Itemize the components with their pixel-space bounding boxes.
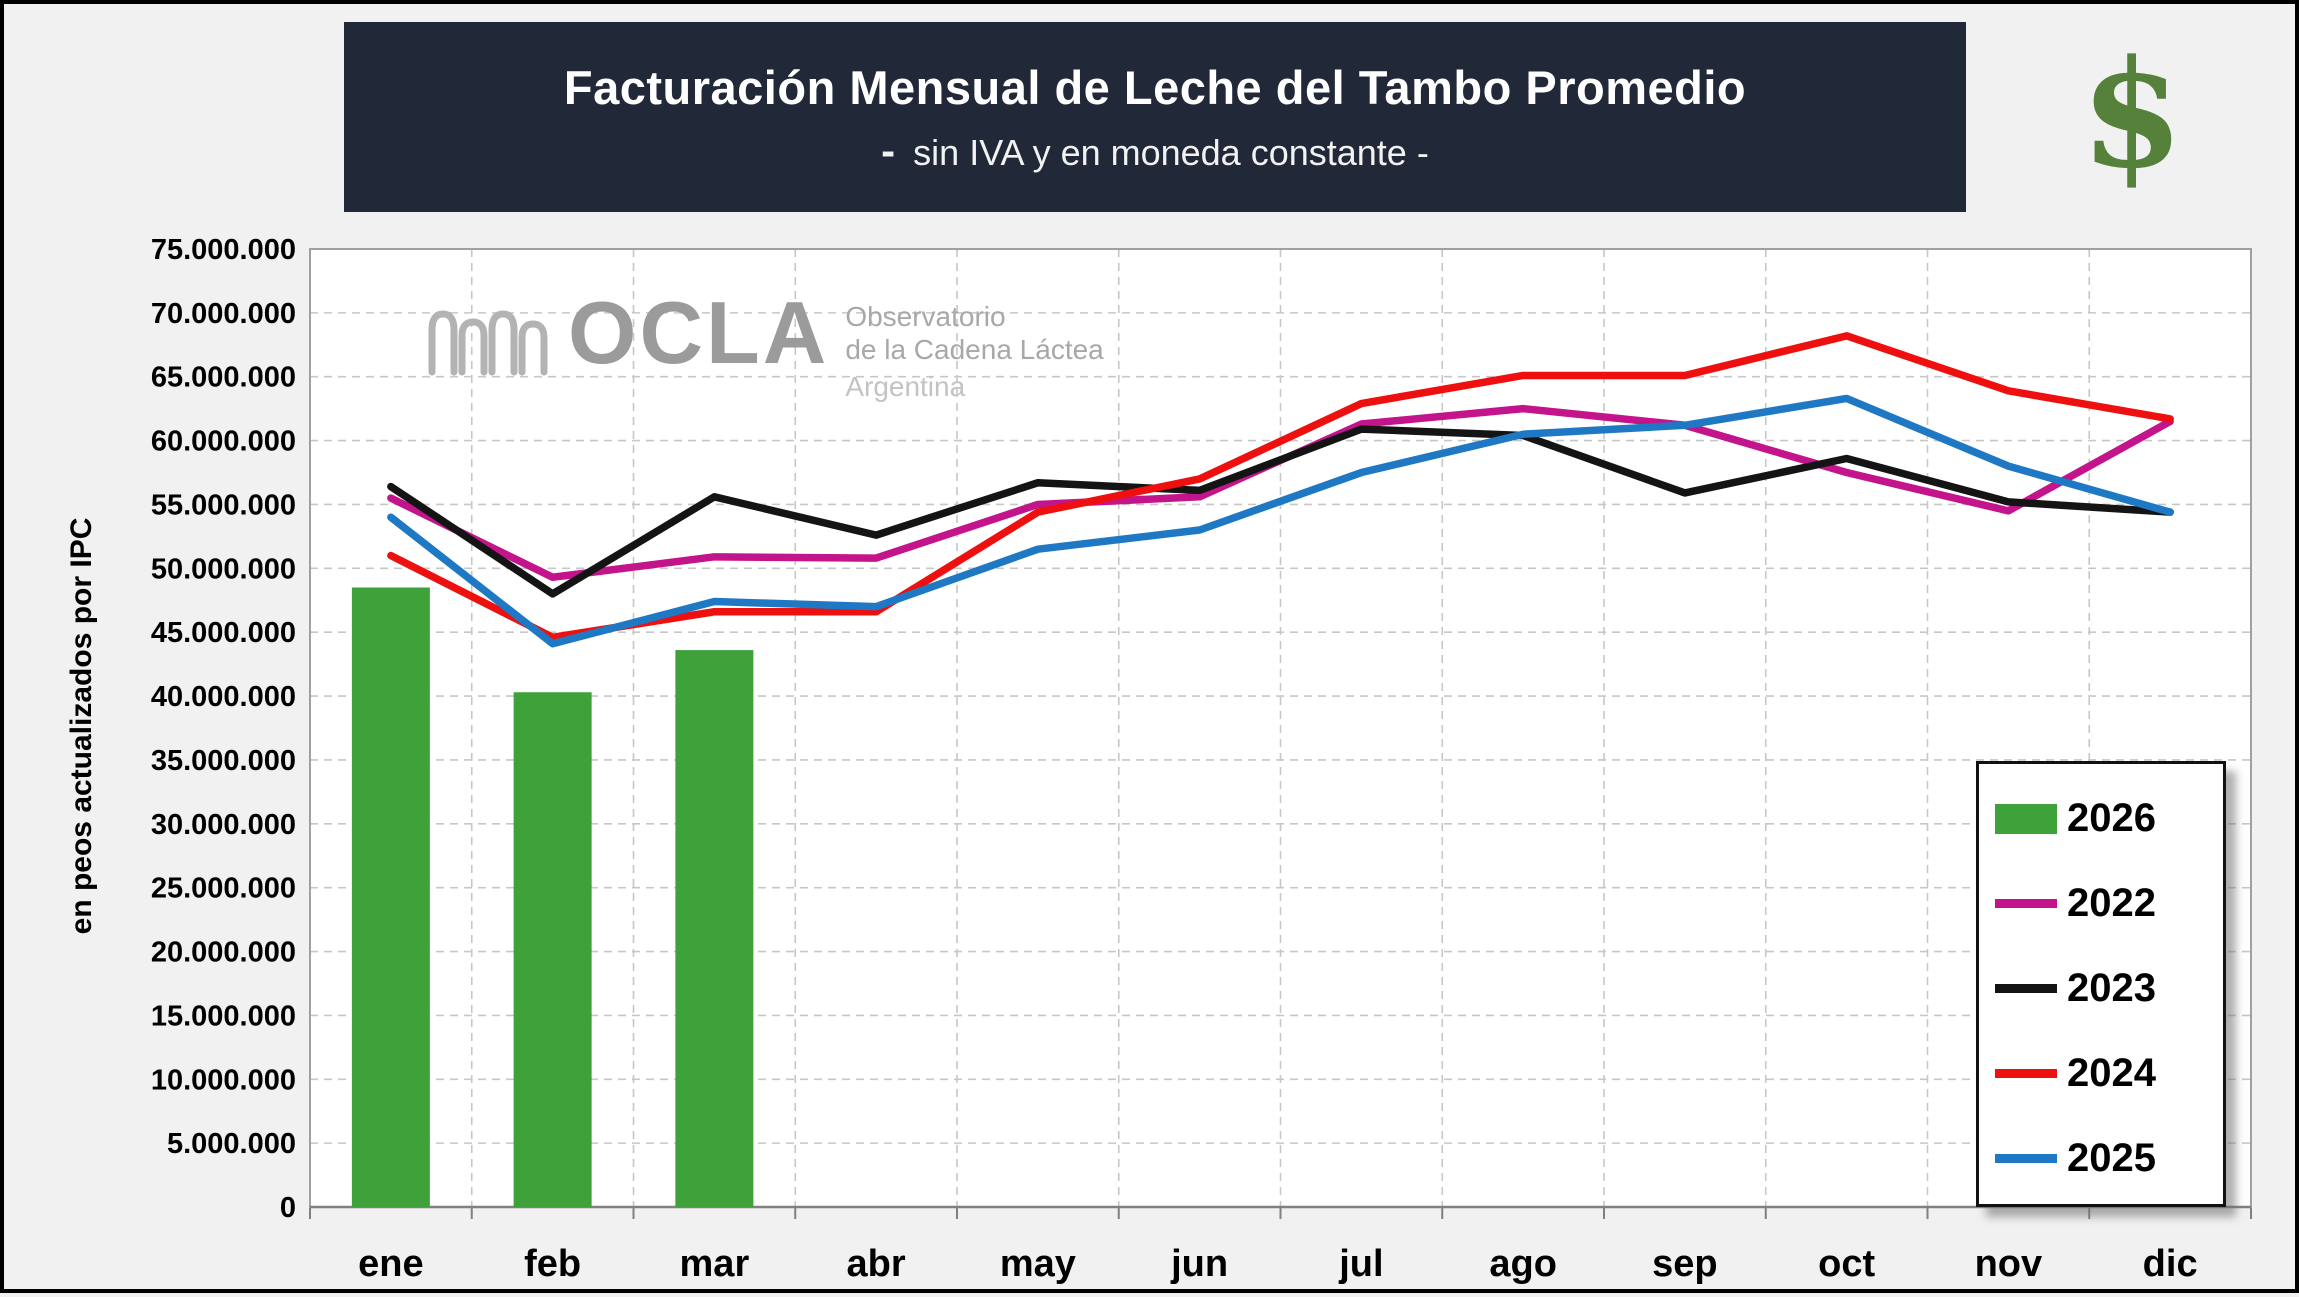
month-label: sep xyxy=(1652,1243,1717,1285)
y-tick-label: 0 xyxy=(280,1192,296,1224)
month-label: ago xyxy=(1489,1243,1557,1285)
month-label: abr xyxy=(847,1243,906,1285)
bar-2026-feb xyxy=(513,692,592,1207)
series-2026 xyxy=(351,587,754,1207)
month-label: dic xyxy=(2143,1243,2198,1285)
legend-label-2022: 2022 xyxy=(2067,881,2156,925)
legend-item-2025: 2025 xyxy=(1995,1116,2223,1201)
y-tick-label: 15.000.000 xyxy=(151,1000,296,1032)
y-tick-label: 70.000.000 xyxy=(151,298,296,330)
legend-swatch-bar xyxy=(1995,803,2057,834)
legend-item-2024: 2024 xyxy=(1995,1031,2223,1116)
chart-title: Facturación Mensual de Leche del Tambo P… xyxy=(563,60,1747,114)
y-tick-label: 45.000.000 xyxy=(151,617,296,649)
legend-label-2026: 2026 xyxy=(2067,796,2156,840)
y-tick-label: 55.000.000 xyxy=(151,489,296,521)
y-tick-label: 40.000.000 xyxy=(151,681,296,713)
y-tick-label: 20.000.000 xyxy=(151,937,296,969)
y-tick-label: 65.000.000 xyxy=(151,362,296,394)
legend-label-2025: 2025 xyxy=(2067,1136,2156,1180)
legend-swatch-line xyxy=(1995,984,2057,993)
legend-swatch-line xyxy=(1995,1154,2057,1163)
y-tick-label: 5.000.000 xyxy=(167,1128,296,1160)
legend-label-2024: 2024 xyxy=(2067,1051,2156,1095)
month-label: mar xyxy=(680,1243,750,1285)
y-tick-label: 60.000.000 xyxy=(151,426,296,458)
legend-item-2023: 2023 xyxy=(1995,946,2223,1031)
subtitle-dash: - xyxy=(881,126,896,174)
y-tick-label: 35.000.000 xyxy=(151,745,296,777)
bar-2026-ene xyxy=(351,587,430,1207)
chart-plot: 0 5.000.000 10.000.000 15.000.000 20.000.000… xyxy=(151,234,2252,1285)
line-2023 xyxy=(387,425,2174,598)
month-label: jul xyxy=(1338,1243,1383,1285)
y-tick-label: 25.000.000 xyxy=(151,873,296,905)
legend-swatch-line xyxy=(1995,1069,2057,1078)
subtitle-text: sin IVA y en moneda constante - xyxy=(903,131,1429,173)
legend-item-2022: 2022 xyxy=(1995,861,2223,946)
month-label: feb xyxy=(524,1243,581,1285)
chart-subtitle: - sin IVA y en moneda constante - xyxy=(881,127,1429,175)
month-label: ene xyxy=(358,1243,423,1285)
month-label: nov xyxy=(1975,1243,2043,1285)
dollar-icon: $ xyxy=(2080,26,2184,201)
x-tick-labels: ene feb mar abr may jun jul ago sep oct nov dic xyxy=(358,1243,2197,1285)
legend-label-2023: 2023 xyxy=(2067,966,2156,1010)
line-2024 xyxy=(387,332,2174,642)
y-tick-label: 75.000.000 xyxy=(151,234,296,266)
month-label: jun xyxy=(1170,1243,1228,1285)
legend-swatch-line xyxy=(1995,899,2057,908)
legend-item-2026: 2026 xyxy=(1995,776,2223,861)
chart-legend: 2026 2022 2023 2024 2025 xyxy=(1976,761,2226,1207)
line-2025 xyxy=(387,394,2174,648)
month-label: oct xyxy=(1818,1243,1875,1285)
month-label: may xyxy=(1000,1243,1076,1285)
gridlines xyxy=(309,248,2252,1219)
y-tick-label: 10.000.000 xyxy=(151,1064,296,1096)
y-tick-label: 50.000.000 xyxy=(151,553,296,585)
y-tick-label: 30.000.000 xyxy=(151,809,296,841)
bar-2026-mar xyxy=(675,650,754,1207)
chart-title-box: Facturación Mensual de Leche del Tambo P… xyxy=(344,22,1966,212)
